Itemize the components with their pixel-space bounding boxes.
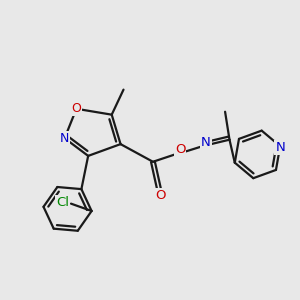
Text: Cl: Cl bbox=[56, 196, 69, 209]
Text: N: N bbox=[60, 132, 69, 145]
Text: O: O bbox=[155, 189, 166, 202]
Text: N: N bbox=[201, 136, 211, 149]
Text: N: N bbox=[275, 141, 285, 154]
Text: O: O bbox=[71, 102, 81, 115]
Text: O: O bbox=[175, 143, 185, 156]
